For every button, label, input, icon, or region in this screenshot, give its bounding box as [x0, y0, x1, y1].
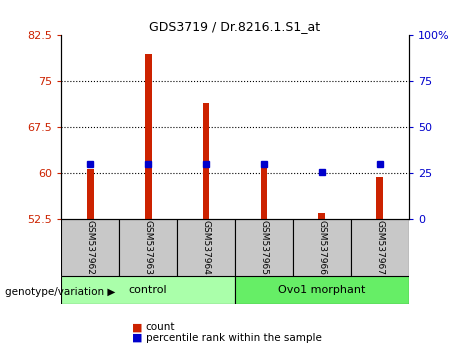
Bar — [145, 54, 151, 219]
Text: count: count — [146, 322, 175, 332]
Bar — [293, 219, 351, 276]
Text: GSM537964: GSM537964 — [202, 220, 211, 275]
Text: ■: ■ — [132, 322, 142, 332]
Bar — [376, 177, 384, 219]
Bar — [351, 219, 409, 276]
Text: percentile rank within the sample: percentile rank within the sample — [146, 333, 321, 343]
Bar — [119, 219, 177, 276]
Text: ■: ■ — [132, 333, 142, 343]
Text: GSM537966: GSM537966 — [317, 220, 327, 275]
Title: GDS3719 / Dr.8216.1.S1_at: GDS3719 / Dr.8216.1.S1_at — [149, 20, 321, 33]
Bar — [86, 169, 94, 219]
Bar — [203, 103, 210, 219]
Bar — [61, 276, 235, 304]
Text: control: control — [129, 285, 167, 295]
Text: GSM537967: GSM537967 — [376, 220, 384, 275]
Text: GSM537963: GSM537963 — [143, 220, 153, 275]
Text: GSM537962: GSM537962 — [86, 220, 94, 275]
Text: Ovo1 morphant: Ovo1 morphant — [278, 285, 366, 295]
Bar — [177, 219, 235, 276]
Bar — [319, 213, 325, 219]
Bar — [235, 276, 409, 304]
Bar — [235, 219, 293, 276]
Text: genotype/variation ▶: genotype/variation ▶ — [5, 287, 115, 297]
Bar — [260, 166, 267, 219]
Text: GSM537965: GSM537965 — [259, 220, 268, 275]
Bar — [61, 219, 119, 276]
